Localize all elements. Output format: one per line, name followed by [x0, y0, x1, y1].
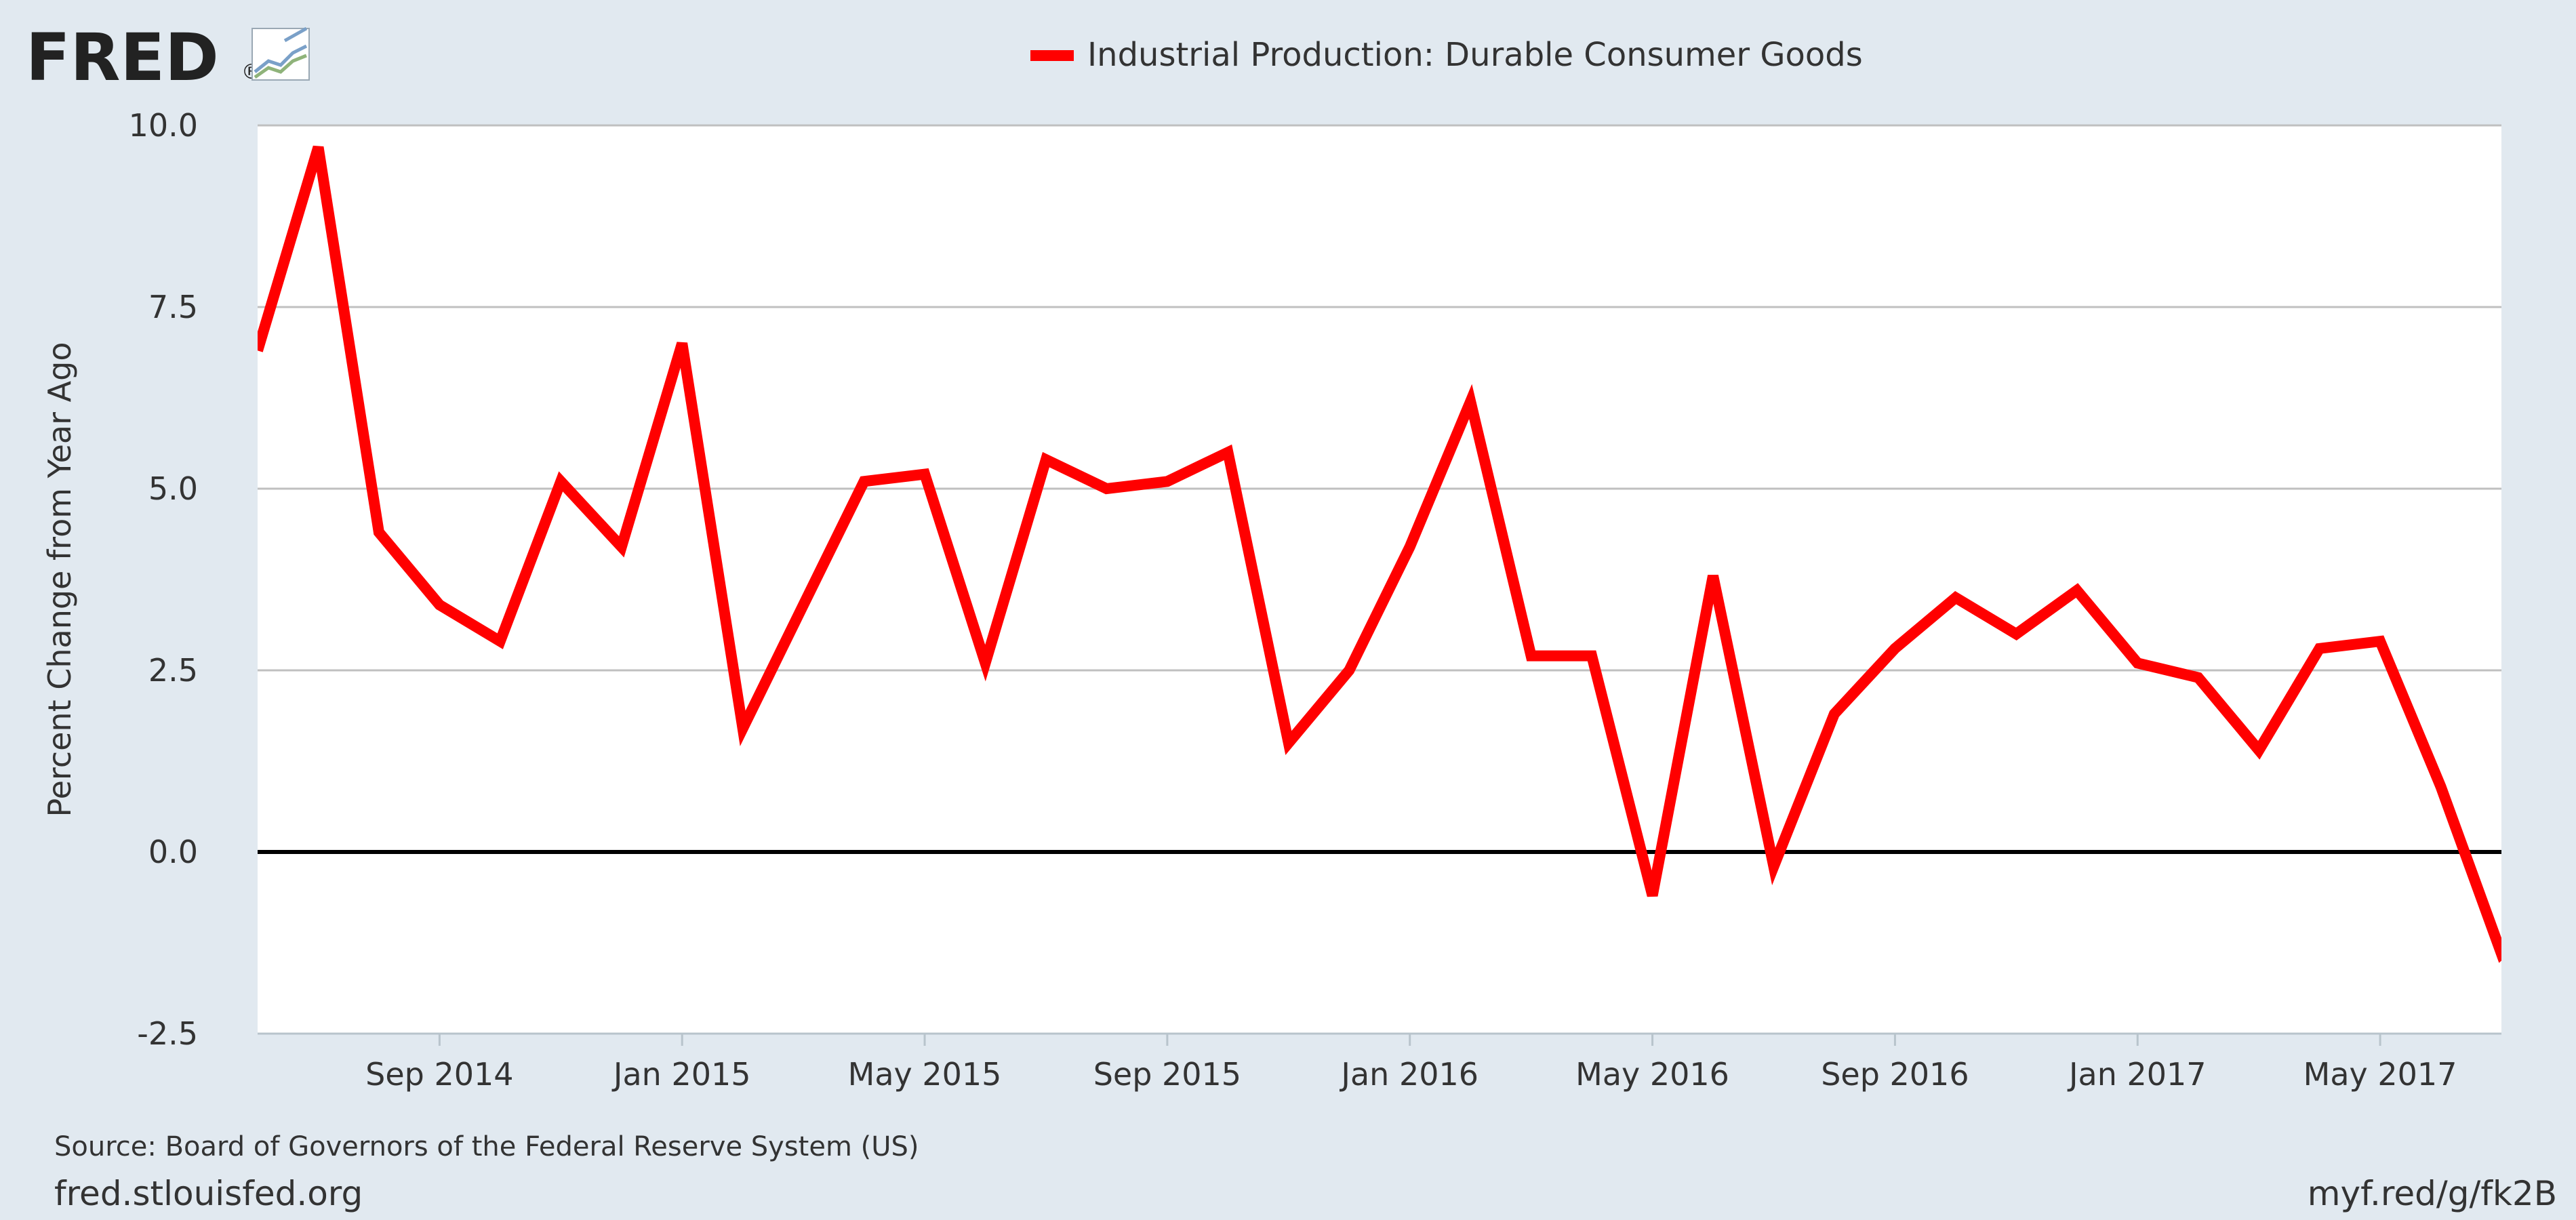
data-point	[1773, 866, 1775, 867]
x-tick-label: May 2017	[2303, 1056, 2457, 1093]
series-line	[258, 145, 2501, 963]
data-point	[985, 662, 986, 664]
data-point	[621, 546, 622, 548]
data-point	[439, 605, 440, 606]
data-point	[2562, 902, 2563, 903]
data-point	[864, 481, 865, 482]
data-point	[1531, 655, 1532, 657]
source-note: Source: Board of Governors of the Federa…	[54, 1131, 919, 1162]
data-point	[2137, 662, 2138, 664]
legend-label: Industrial Production: Durable Consumer …	[1087, 36, 1863, 74]
data-point	[2379, 640, 2381, 642]
x-tick-label: Sep 2016	[1821, 1056, 1969, 1093]
data-point	[924, 474, 925, 475]
data-point	[257, 350, 258, 351]
data-point	[1106, 488, 1107, 489]
data-point	[318, 146, 319, 148]
data-point	[378, 531, 380, 533]
line-chart-icon	[251, 26, 310, 81]
x-tick-label: Sep 2015	[1093, 1056, 1241, 1093]
x-tick-label: May 2015	[848, 1056, 1002, 1093]
data-point	[1348, 670, 1350, 671]
x-tick-label: Sep 2014	[365, 1056, 513, 1093]
fred-logo[interactable]: FRED ®	[26, 20, 310, 96]
data-point	[1409, 546, 1411, 548]
y-tick-label: -2.5	[137, 1015, 198, 1052]
logo-text: FRED	[26, 20, 219, 96]
data-point	[500, 640, 501, 642]
data-point	[1894, 648, 1895, 649]
data-point	[2198, 677, 2199, 678]
site-link[interactable]: fred.stlouisfed.org	[54, 1174, 363, 1213]
y-tick-label: 2.5	[148, 652, 198, 689]
data-point	[742, 728, 744, 729]
y-tick-label: 5.0	[148, 470, 198, 507]
data-point	[2258, 750, 2259, 751]
data-point	[2076, 590, 2078, 591]
data-point	[1652, 895, 1653, 896]
y-axis-title: Percent Change from Year Ago	[41, 342, 78, 817]
data-point	[1591, 655, 1592, 657]
data-point	[1288, 742, 1289, 744]
series-layer	[257, 145, 2563, 963]
data-point	[2440, 786, 2442, 788]
data-point	[1167, 481, 1168, 482]
plot-area	[258, 125, 2501, 1034]
data-point	[1045, 459, 1047, 460]
x-tick-label: Jan 2015	[611, 1056, 751, 1093]
x-tick-label: Jan 2017	[2067, 1056, 2207, 1093]
data-point	[2501, 953, 2502, 954]
grid-lines	[258, 124, 2501, 1035]
y-tick-label: 10.0	[129, 107, 198, 144]
data-point	[1712, 575, 1714, 577]
y-tick-label: 0.0	[148, 834, 198, 870]
y-tick-label: 7.5	[148, 289, 198, 325]
x-tick-label: Jan 2016	[1339, 1056, 1478, 1093]
data-point	[1834, 713, 1835, 714]
x-tick-label: May 2016	[1575, 1056, 1729, 1093]
short-link[interactable]: myf.red/g/fk2B	[2308, 1174, 2557, 1213]
legend-swatch	[1030, 50, 1074, 61]
data-point	[2319, 648, 2320, 649]
legend: Industrial Production: Durable Consumer …	[1030, 36, 1863, 74]
data-point	[1470, 401, 1471, 402]
x-axis: Sep 2014 Jan 2015 May 2015 Sep 2015 Jan 2016…	[258, 1032, 2501, 1093]
data-point	[2015, 633, 2017, 634]
y-axis: -2.5 0.0 2.5 5.0 7.5 10.0	[129, 107, 198, 1052]
data-point	[681, 343, 683, 344]
data-point	[803, 605, 804, 606]
data-point	[560, 481, 561, 482]
data-point	[1227, 451, 1228, 453]
data-point	[1955, 597, 1956, 598]
